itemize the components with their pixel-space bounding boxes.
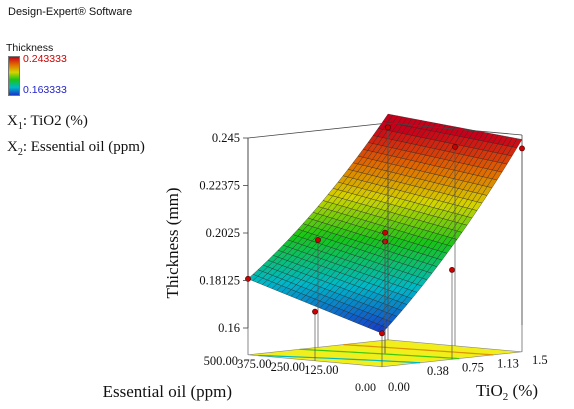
y-tick-label: 250.00 <box>271 360 305 374</box>
design-point <box>382 229 388 236</box>
legend-max-value: 0.243333 <box>23 53 67 65</box>
design-point <box>449 267 455 273</box>
contour-line <box>258 354 421 364</box>
factor-x1-text: : TiO2 (%) <box>22 113 88 129</box>
z-tick-label: 0.16 <box>218 321 240 335</box>
z-tick-label: 0.18125 <box>199 274 240 288</box>
legend-min-value: 0.163333 <box>23 84 67 96</box>
design-point <box>379 330 385 337</box>
x-axis-title-suffix: (%) <box>508 381 538 400</box>
x-axis-title-prefix: TiO <box>476 381 503 400</box>
factor-x2: X2: Essential oil (ppm) <box>7 137 145 163</box>
x-axis-title-sub: 2 <box>503 391 509 403</box>
factor-x2-text: : Essential oil (ppm) <box>22 139 145 155</box>
legend-color-bar <box>8 56 20 96</box>
software-label: Design-Expert® Software <box>8 6 133 18</box>
factor-x2-prefix: X <box>7 139 18 155</box>
z-tick-label: 0.245 <box>212 131 240 145</box>
frame-edge <box>247 122 389 139</box>
y-tick-label: 375.00 <box>237 357 271 371</box>
x-tick-label: 0.75 <box>462 360 484 374</box>
frame-edge <box>387 122 523 136</box>
z-tick-label: 0.2025 <box>206 226 240 240</box>
design-point <box>385 124 391 131</box>
y-axis-title: Essential oil (ppm) <box>103 382 232 401</box>
y-tick-label: 0.00 <box>355 380 376 394</box>
factor-x1-sub: 1 <box>17 121 23 132</box>
x-tick-label: 1.13 <box>497 357 519 371</box>
legend-title: Thickness <box>6 42 54 54</box>
labels-layer: 0.16 0.18125 0.2025 0.22375 0.245 Thickness (… <box>103 131 548 403</box>
factor-x1: X1: TiO2 (%) <box>7 111 145 137</box>
color-legend: Thickness 0.243333 0.163333 <box>6 42 67 96</box>
design-point <box>312 308 318 315</box>
y-tick-label: 125.00 <box>304 363 338 377</box>
y-tick-label: 500.00 <box>204 354 238 368</box>
contour-line <box>343 344 494 356</box>
x-tick-label: 0.00 <box>388 380 410 394</box>
x-axis-title: TiO2 (%) <box>476 381 538 403</box>
design-point <box>519 145 525 152</box>
contour-line <box>299 348 459 360</box>
factor-x1-prefix: X <box>7 113 18 129</box>
factor-list: X1: TiO2 (%) X2: Essential oil (ppm) <box>7 111 145 163</box>
z-tick-label: 0.22375 <box>199 179 240 193</box>
design-point <box>315 237 321 243</box>
x-tick-label: 1.5 <box>532 353 548 367</box>
design-point <box>452 143 458 150</box>
points-layer <box>245 124 525 367</box>
factor-x2-sub: 2 <box>17 147 23 158</box>
x-tick-label: 0.38 <box>427 364 449 378</box>
z-axis-title: Thickness (mm) <box>163 188 182 299</box>
